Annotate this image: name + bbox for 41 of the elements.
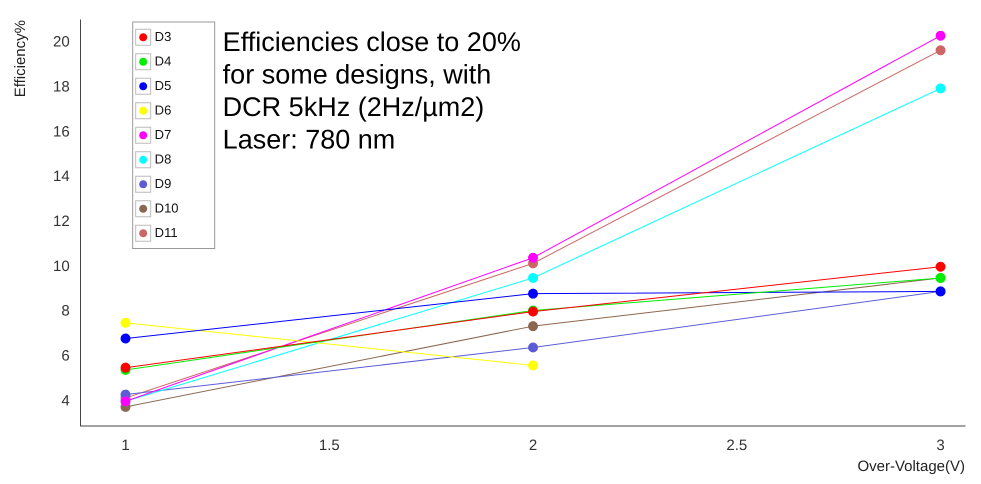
x-tick-label: 3 <box>936 437 945 454</box>
point <box>936 83 946 94</box>
annotation: Efficiencies close to 20% <box>222 26 521 57</box>
legend-label: D3 <box>154 28 172 44</box>
point <box>528 321 538 332</box>
point <box>528 342 538 352</box>
annotation: Laser: 780 nm <box>222 124 396 154</box>
y-tick-label: 6 <box>61 348 70 365</box>
x-tick-label: 1 <box>121 437 130 454</box>
point <box>936 262 946 272</box>
legend-label: D7 <box>154 126 172 142</box>
y-tick-label: 16 <box>52 123 70 140</box>
point <box>528 360 538 370</box>
legend-label: D8 <box>154 151 172 166</box>
y-axis-title: Efficiency% <box>12 20 30 98</box>
point <box>936 45 946 56</box>
x-axis-title: Over-Voltage(V) <box>857 458 965 476</box>
legend-label: D6 <box>154 102 172 118</box>
x-tick-label: 1.5 <box>318 437 340 454</box>
y-tick-label: 18 <box>52 78 70 96</box>
legend-label: D9 <box>154 176 172 191</box>
y-tick-label: 20 <box>52 34 70 51</box>
point <box>528 272 538 283</box>
y-tick-label: 10 <box>52 258 70 275</box>
annotation: DCR 5kHz (2Hz/µm2) <box>222 92 484 122</box>
x-tick-label: 2 <box>528 437 538 454</box>
point <box>120 318 131 328</box>
y-tick-label: 8 <box>61 302 70 320</box>
annotation: for some designs, with <box>222 59 492 90</box>
point <box>120 334 131 344</box>
legend-label: D4 <box>154 53 172 68</box>
point <box>528 252 538 263</box>
point <box>528 288 538 299</box>
legend-label: D10 <box>154 200 179 216</box>
y-tick-label: 4 <box>61 392 70 410</box>
x-tick-label: 2.5 <box>726 437 748 454</box>
legend-label: D5 <box>154 78 172 93</box>
y-tick-label: 14 <box>52 168 70 186</box>
point <box>936 30 946 41</box>
legend-label: D11 <box>154 224 178 240</box>
y-tick-label: 12 <box>52 213 70 230</box>
